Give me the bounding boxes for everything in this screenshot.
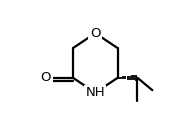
Text: O: O	[90, 27, 101, 40]
Text: O: O	[41, 71, 51, 84]
Text: NH: NH	[86, 86, 105, 99]
